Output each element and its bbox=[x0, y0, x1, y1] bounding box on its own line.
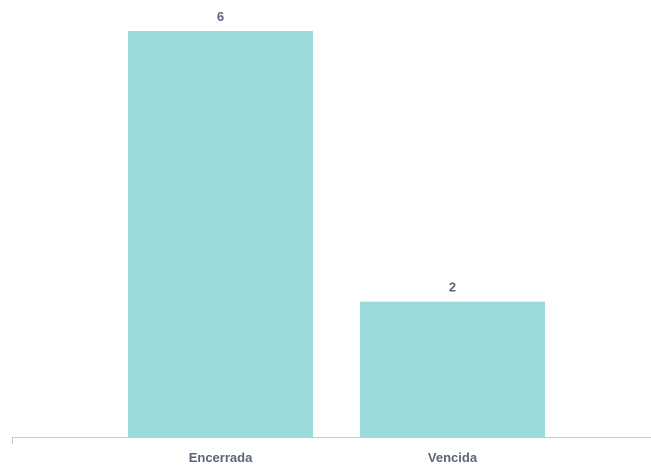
data-label-encerrada: 6 bbox=[217, 9, 224, 24]
x-tick-label-vencida: Vencida bbox=[428, 450, 478, 465]
x-tick-label-encerrada: Encerrada bbox=[189, 450, 253, 465]
bar-vencida bbox=[360, 301, 545, 437]
data-label-vencida: 2 bbox=[449, 280, 456, 295]
bar-encerrada bbox=[128, 31, 313, 437]
